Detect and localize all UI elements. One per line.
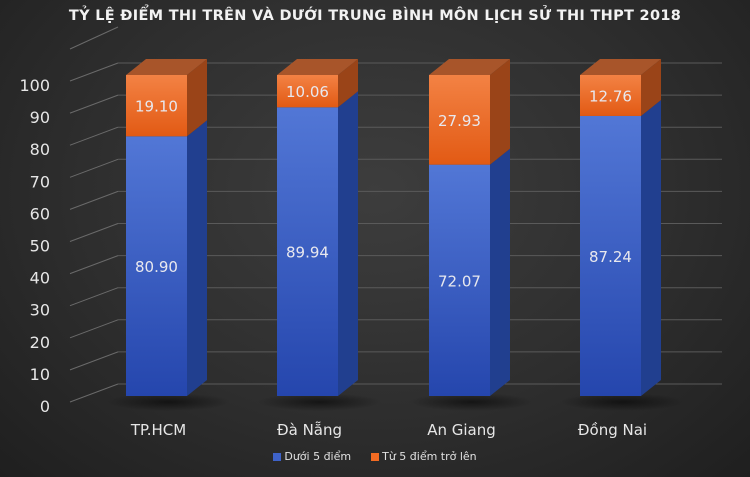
y-tick-label: 70 [30,172,50,191]
bar-top [580,59,661,75]
bar-top [126,59,207,75]
y-tick-label: 40 [30,269,50,288]
bar-group[interactable]: 87.24 12.76 [560,59,685,411]
legend-item-above[interactable]: Từ 5 điểm trở lên [371,450,477,463]
y-tick-label: 50 [30,237,50,256]
y-tick-label: 100 [19,76,50,95]
data-label-above: 12.76 [589,87,632,105]
y-axis-ticks: 0 10 20 30 40 50 60 70 80 90 100 [19,76,50,416]
bar-group[interactable]: 72.07 27.93 [409,59,534,411]
y-tick-label: 10 [30,365,50,384]
legend: Dưới 5 điểm Từ 5 điểm trở lên [0,450,750,463]
bar-above[interactable] [429,75,490,165]
bar-top [429,59,510,75]
legend-label-above: Từ 5 điểm trở lên [382,450,477,463]
bar-below[interactable] [580,115,641,397]
x-tick-label: TP.HCM [130,421,186,439]
legend-swatch-below [273,452,282,461]
bar-above[interactable] [580,75,641,116]
bar-above-side [338,59,358,108]
data-label-above: 10.06 [286,83,329,101]
data-label-below: 80.90 [135,258,178,276]
bar-above-side [641,59,661,116]
y-tick-label: 20 [30,333,50,352]
y-tick-label: 30 [30,301,50,320]
bar-above-side [490,59,510,165]
y-tick-label: 90 [30,108,50,127]
bar-below-side [641,99,661,397]
x-axis-ticks: TP.HCM Đà Nẵng An Giang Đồng Nai [130,421,647,439]
data-label-above: 27.93 [438,112,481,130]
bar-below-side [490,148,510,396]
bar-above[interactable] [126,75,187,137]
legend-label-below: Dưới 5 điểm [284,450,352,463]
legend-swatch-above [371,452,380,461]
bar-below-side [338,91,358,396]
y-tick-label: 60 [30,204,50,223]
chart-title: TỶ LỆ ĐIỂM THI TRÊN VÀ DƯỚI TRUNG BÌNH M… [68,8,682,24]
data-label-below: 72.07 [438,272,481,290]
legend-item-below[interactable]: Dưới 5 điểm [273,450,351,463]
bar-below[interactable] [429,164,490,396]
y-tick-label: 80 [30,140,50,159]
bar-above[interactable] [277,75,338,108]
bar-below[interactable] [126,136,187,396]
y-tick-label: 0 [40,397,50,416]
bars: 80.90 19.10 89.94 10.06 72.07 27.93 87.24 12.76 [106,59,685,411]
bar-above-side [187,59,207,137]
bar-group[interactable]: 80.90 19.10 [106,59,231,411]
x-tick-label: An Giang [427,421,496,439]
x-tick-label: Đà Nẵng [277,421,342,439]
bar-below[interactable] [277,107,338,396]
x-tick-label: Đồng Nai [578,421,647,439]
bar-group[interactable]: 89.94 10.06 [257,59,382,411]
data-label-above: 19.10 [135,98,178,116]
bar-below-side [187,120,207,396]
data-label-below: 87.24 [589,248,632,266]
data-label-below: 89.94 [286,244,329,262]
bar-top [277,59,358,75]
